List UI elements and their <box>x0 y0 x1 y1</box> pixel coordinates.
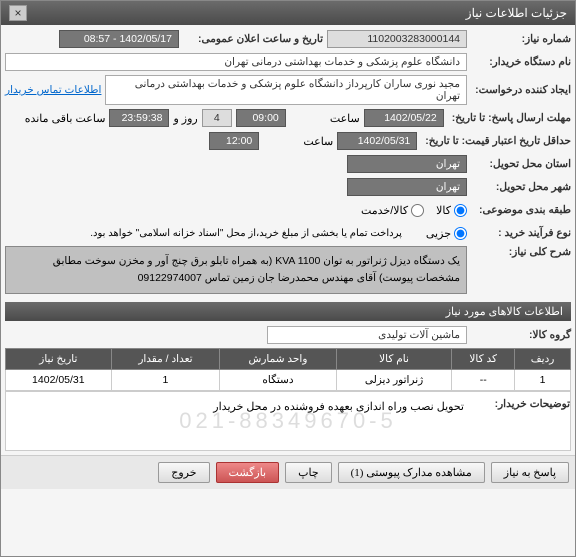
process-full-radio[interactable] <box>454 227 467 240</box>
table-row[interactable]: 1 -- ژنراتور دیزلی دستگاه 1 1402/05/31 <box>6 369 571 390</box>
remaining-time: 23:59:38 <box>109 109 169 127</box>
category-radios: کالا کالا/خدمت <box>361 204 467 217</box>
main-desc-label: شرح کلی نیاز: <box>471 246 571 258</box>
payment-note: پرداخت تمام یا بخشی از مبلغ خرید،از محل … <box>5 228 422 239</box>
contact-link[interactable]: اطلاعات تماس خریدار <box>5 84 101 96</box>
respond-button[interactable]: پاسخ به نیاز <box>491 462 569 483</box>
need-no-field: 1102003283000144 <box>327 30 467 48</box>
main-desc: یک دستگاه دیزل ژنراتور به توان KVA 1100 … <box>5 246 467 294</box>
td-code: -- <box>452 369 515 390</box>
goods-radio-item[interactable]: کالا <box>436 204 467 217</box>
service-radio-label: کالا/خدمت <box>361 204 408 217</box>
time-label-2: ساعت <box>263 135 333 148</box>
service-radio-item[interactable]: کالا/خدمت <box>361 204 424 217</box>
td-name: ژنراتور دیزلی <box>336 369 452 390</box>
section-goods-header: اطلاعات کالاهای مورد نیاز <box>5 302 571 321</box>
time-label-1: ساعت <box>290 112 360 125</box>
days-value: 4 <box>202 109 232 127</box>
watermark-area: توضیحات خریدار: تحویل نصب وراه اندازی بع… <box>5 391 571 451</box>
need-city-label: استان محل تحویل: <box>471 158 571 170</box>
window-title: جزئیات اطلاعات نیاز <box>466 6 567 20</box>
group-value: ماشین آلات تولیدی <box>267 326 467 344</box>
window: جزئیات اطلاعات نیاز × شماره نیاز: 110200… <box>0 0 576 557</box>
buyer-label: نام دستگاه خریدار: <box>471 56 571 68</box>
deliver-city-label: شهر محل تحویل: <box>471 181 571 193</box>
goods-radio-label: کالا <box>436 204 451 217</box>
process-radios: جزیی <box>426 227 467 240</box>
service-radio[interactable] <box>411 204 424 217</box>
th-qty: تعداد / مقدار <box>111 348 220 369</box>
process-full-label: جزیی <box>426 227 451 240</box>
close-icon[interactable]: × <box>9 5 27 21</box>
reply-time: 09:00 <box>236 109 286 127</box>
buyer-note-label: توضیحات خریدار: <box>470 398 570 410</box>
print-button[interactable]: چاپ <box>285 462 332 483</box>
process-full-item[interactable]: جزیی <box>426 227 467 240</box>
need-city: تهران <box>347 155 467 173</box>
th-unit: واحد شمارش <box>220 348 336 369</box>
price-date: 1402/05/31 <box>337 132 417 150</box>
th-name: نام کالا <box>336 348 452 369</box>
creator-label: ایجاد کننده درخواست: <box>471 84 571 96</box>
deliver-city: تهران <box>347 178 467 196</box>
exit-button[interactable]: خروج <box>158 462 209 483</box>
reply-date: 1402/05/22 <box>364 109 444 127</box>
th-date: تاریخ نیاز <box>6 348 112 369</box>
th-code: کد کالا <box>452 348 515 369</box>
th-row: ردیف <box>515 348 571 369</box>
category-label: طبقه بندی موضوعی: <box>471 204 571 216</box>
goods-table: ردیف کد کالا نام کالا واحد شمارش تعداد /… <box>5 348 571 391</box>
group-label: گروه کالا: <box>471 329 571 341</box>
footer: پاسخ به نیاز مشاهده مدارک پیوستی (1) چاپ… <box>1 455 575 489</box>
price-time: 12:00 <box>209 132 259 150</box>
goods-radio[interactable] <box>454 204 467 217</box>
td-unit: دستگاه <box>220 369 336 390</box>
announce-value: 1402/05/17 - 08:57 <box>59 30 179 48</box>
td-qty: 1 <box>111 369 220 390</box>
td-date: 1402/05/31 <box>6 369 112 390</box>
remaining-label: ساعت باقی مانده <box>25 112 106 125</box>
content-area: شماره نیاز: 1102003283000144 تاریخ و ساع… <box>1 25 575 455</box>
days-label: روز و <box>173 112 197 125</box>
back-button[interactable]: بازگشت <box>216 462 280 483</box>
creator-value: مجید نوری ساران کارپرداز دانشگاه علوم پز… <box>105 75 467 105</box>
reply-deadline-label: مهلت ارسال پاسخ: تا تاریخ: <box>448 112 571 124</box>
td-row: 1 <box>515 369 571 390</box>
price-valid-label: حداقل تاریخ اعتبار قیمت: تا تاریخ: <box>421 135 571 147</box>
buyer-note: تحویل نصب وراه اندازی بعهده فروشنده در م… <box>207 398 470 415</box>
buyer-value: دانشگاه علوم پزشکی و خدمات بهداشتی درمان… <box>5 53 467 71</box>
announce-label: تاریخ و ساعت اعلان عمومی: <box>183 33 323 45</box>
attachments-button[interactable]: مشاهده مدارک پیوستی (1) <box>338 462 485 483</box>
process-label: نوع فرآیند خرید : <box>471 227 571 239</box>
titlebar: جزئیات اطلاعات نیاز × <box>1 1 575 25</box>
need-no-label: شماره نیاز: <box>471 33 571 45</box>
